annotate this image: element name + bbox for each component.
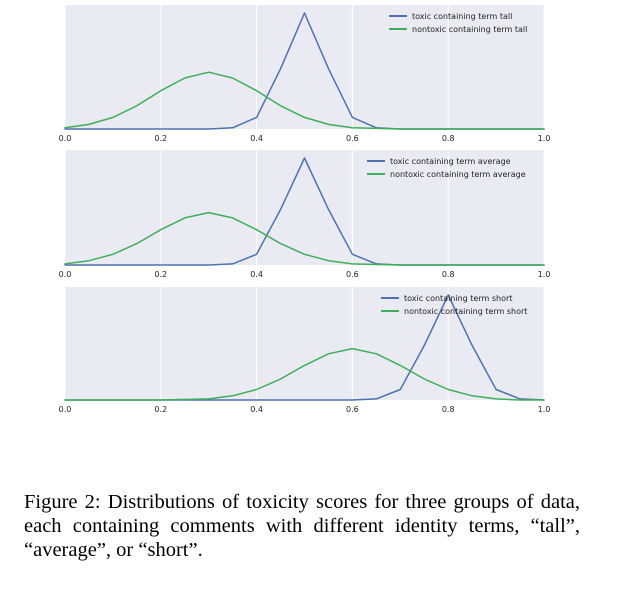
x-tick-label: 0.2 bbox=[154, 134, 167, 143]
figure-caption: Figure 2: Distributions of toxicity scor… bbox=[24, 491, 580, 561]
plot-area bbox=[65, 150, 544, 265]
series-line-nontoxic bbox=[64, 347, 545, 401]
x-tick-label: 0.8 bbox=[442, 134, 455, 143]
x-tick-label: 0.4 bbox=[250, 270, 263, 279]
figure: 0.0 0.2 0.4 0.6 0.8 1.0 toxic containing term … bbox=[59, 5, 551, 414]
legend-label: toxic containing term tall bbox=[412, 12, 512, 21]
legend-label: nontoxic containing term short bbox=[404, 307, 527, 316]
legend-label: nontoxic containing term tall bbox=[412, 25, 527, 34]
legend-label: toxic containing term short bbox=[404, 294, 512, 303]
x-tick-label: 0.8 bbox=[442, 405, 455, 414]
chart-panel-2: 0.0 0.2 0.4 0.6 0.8 1.0 toxic containing term … bbox=[59, 150, 551, 279]
x-tick-label: 0.6 bbox=[346, 405, 359, 414]
x-tick-label: 0.0 bbox=[59, 270, 72, 279]
x-tick-label: 0.0 bbox=[59, 405, 72, 414]
legend-label: nontoxic containing term average bbox=[390, 170, 526, 179]
series-line-toxic bbox=[64, 294, 545, 401]
x-tick-label: 0.6 bbox=[346, 134, 359, 143]
series-line-nontoxic bbox=[64, 71, 545, 130]
x-tick-label: 0.2 bbox=[154, 270, 167, 279]
x-tick-label: 1.0 bbox=[538, 405, 551, 414]
x-tick-label: 1.0 bbox=[538, 270, 551, 279]
plot-area bbox=[65, 287, 544, 400]
x-tick-label: 0.2 bbox=[154, 405, 167, 414]
chart-panel-1: 0.0 0.2 0.4 0.6 0.8 1.0 toxic containing term … bbox=[59, 5, 551, 143]
x-tick-label: 0.6 bbox=[346, 270, 359, 279]
x-tick-label: 0.4 bbox=[250, 405, 263, 414]
x-tick-label: 0.0 bbox=[59, 134, 72, 143]
x-tick-label: 1.0 bbox=[538, 134, 551, 143]
x-tick-label: 0.4 bbox=[250, 134, 263, 143]
series-line-nontoxic bbox=[64, 211, 545, 266]
legend-label: toxic containing term average bbox=[390, 157, 511, 166]
chart-panel-3: 0.0 0.2 0.4 0.6 0.8 1.0 toxic containing term … bbox=[59, 287, 551, 414]
x-tick-label: 0.8 bbox=[442, 270, 455, 279]
plot-area bbox=[65, 5, 544, 129]
